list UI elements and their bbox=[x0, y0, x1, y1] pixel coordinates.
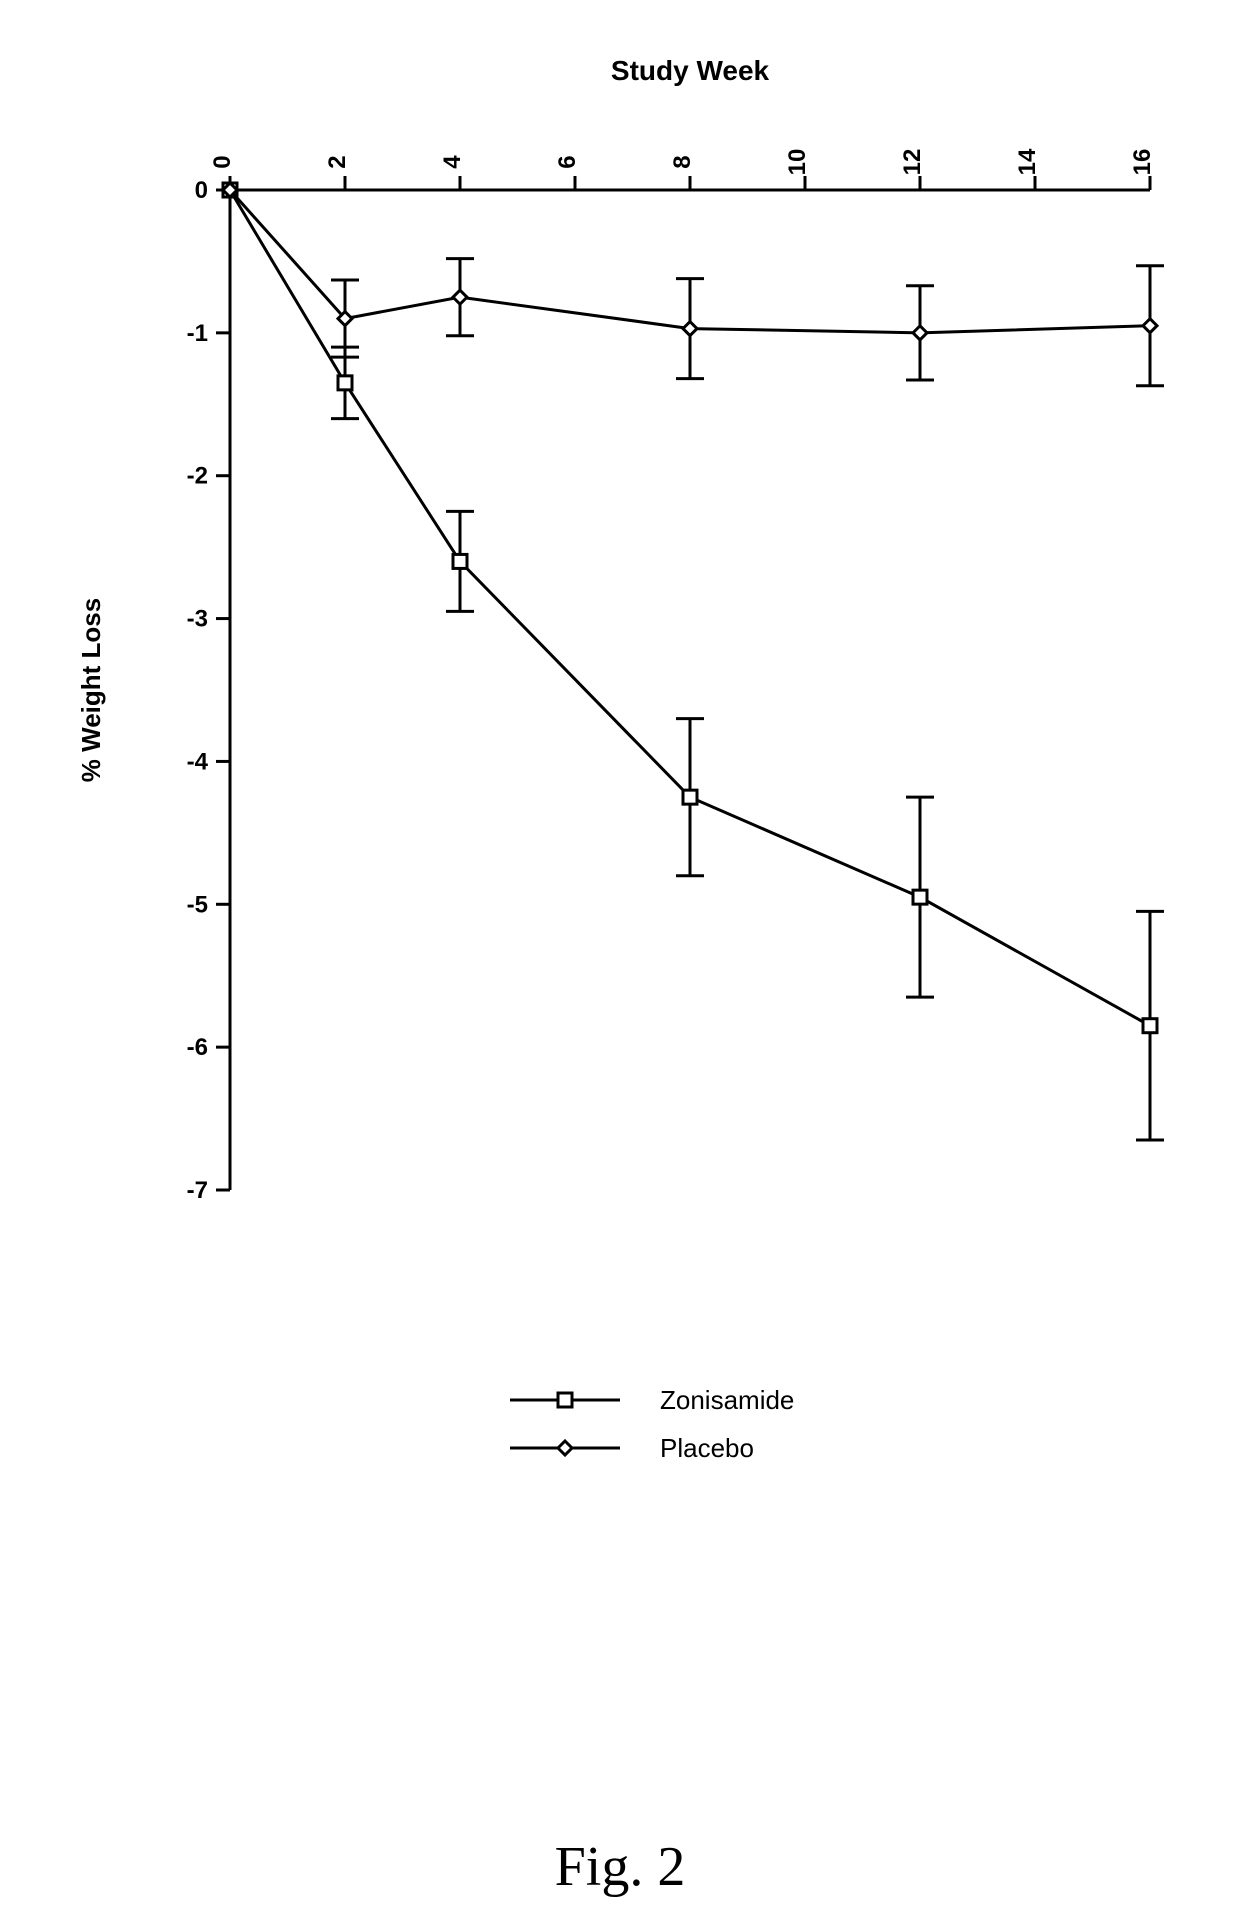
y-tick-label: -4 bbox=[187, 748, 209, 775]
x-tick-label: 14 bbox=[1014, 148, 1041, 175]
y-tick-label: -3 bbox=[187, 606, 208, 633]
x-tick-label: 6 bbox=[554, 155, 581, 168]
x-tick-label: 12 bbox=[899, 149, 926, 176]
weight-loss-chart: 0 2 4 6 8 10 12 14 16 Study Week 0 -1 -2 -3 -4 -5 -6 -7 % … bbox=[30, 30, 1210, 1730]
series-placebo bbox=[223, 183, 1164, 386]
x-tick-label: 8 bbox=[669, 155, 696, 168]
legend-label: Zonisamide bbox=[660, 1385, 794, 1415]
y-tick-label: -5 bbox=[187, 891, 208, 918]
figure-caption: Fig. 2 bbox=[30, 1835, 1210, 1899]
y-tick-label: 0 bbox=[195, 177, 208, 204]
legend: Zonisamide Placebo bbox=[510, 1385, 794, 1463]
y-tick-label: -7 bbox=[187, 1177, 208, 1204]
y-tick-label: -2 bbox=[187, 463, 208, 490]
y-axis-title: % Weight Loss bbox=[76, 598, 106, 782]
y-tick-label: -6 bbox=[187, 1034, 208, 1061]
x-tick-label: 2 bbox=[324, 155, 351, 168]
x-tick-label: 0 bbox=[209, 155, 236, 168]
y-tick-label: -1 bbox=[187, 320, 208, 347]
legend-label: Placebo bbox=[660, 1433, 754, 1463]
x-axis-title: Study Week bbox=[611, 55, 770, 86]
x-tick-label: 4 bbox=[439, 155, 466, 169]
figure-page: 0 2 4 6 8 10 12 14 16 Study Week 0 -1 -2 -3 -4 -5 -6 -7 % … bbox=[30, 30, 1210, 1899]
x-tick-label: 10 bbox=[784, 149, 811, 176]
x-tick-label: 16 bbox=[1129, 149, 1156, 176]
